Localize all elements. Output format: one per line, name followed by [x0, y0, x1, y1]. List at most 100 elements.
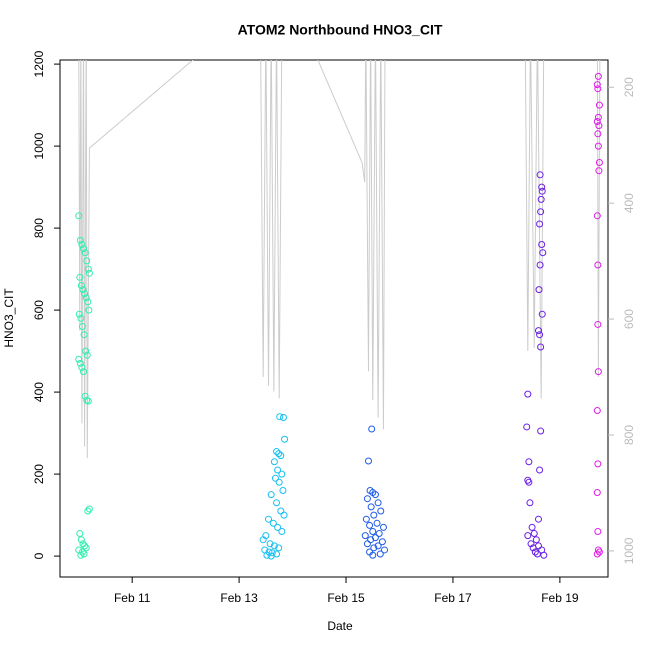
y-tick-label: 600: [32, 300, 46, 320]
data-point: [538, 310, 546, 318]
data-point: [84, 507, 92, 515]
data-point: [532, 536, 540, 544]
data-point: [593, 407, 601, 415]
data-point: [270, 458, 278, 466]
data-point: [369, 551, 377, 559]
data-point: [531, 548, 539, 556]
x-tick-label: Feb 11: [114, 591, 151, 605]
data-point: [278, 527, 286, 535]
data-point: [259, 536, 267, 544]
data-point: [594, 368, 602, 376]
data-point: [595, 158, 603, 166]
data-point: [275, 544, 283, 552]
data-point: [279, 414, 287, 422]
y2-tick-label: 800: [622, 425, 636, 445]
data-point: [539, 249, 547, 257]
data-point: [377, 507, 385, 515]
data-point: [537, 427, 545, 435]
data-point: [82, 347, 90, 355]
y-tick-label: 1000: [32, 132, 46, 159]
data-point: [78, 322, 86, 330]
data-point: [82, 294, 90, 302]
data-point: [76, 530, 84, 538]
y-tick-label: 800: [32, 218, 46, 238]
pressure-line: [78, 60, 601, 459]
data-point: [525, 478, 533, 486]
data-point: [75, 212, 83, 220]
data-point: [77, 551, 85, 559]
data-point: [273, 448, 281, 456]
data-point: [82, 544, 90, 552]
data-point: [78, 240, 86, 248]
data-point: [77, 281, 85, 289]
data-point: [379, 523, 387, 531]
data-point: [281, 435, 289, 443]
data-point: [81, 290, 89, 298]
data-point: [78, 548, 86, 556]
data-point: [77, 314, 85, 322]
data-point: [538, 187, 546, 195]
plot-area: [75, 60, 603, 560]
data-point: [84, 397, 92, 405]
data-point: [524, 532, 532, 540]
data-point: [362, 515, 370, 523]
x-tick-label: Feb 19: [541, 591, 579, 605]
data-point: [536, 171, 544, 179]
data-point: [278, 470, 286, 478]
data-point: [594, 320, 602, 328]
data-point: [595, 167, 603, 175]
data-point: [80, 368, 88, 376]
y-tick-label: 400: [32, 382, 46, 402]
y2-tick-label: 1000: [622, 537, 636, 564]
data-point: [267, 552, 275, 560]
data-point: [363, 495, 371, 503]
data-point: [374, 499, 382, 507]
data-point: [76, 359, 84, 367]
data-point: [528, 523, 536, 531]
data-point: [594, 130, 602, 138]
data-point: [80, 331, 88, 339]
data-point: [263, 551, 271, 559]
data-point: [269, 519, 277, 527]
data-point: [83, 257, 91, 265]
data-point: [523, 423, 531, 431]
data-point: [374, 542, 382, 550]
data-point: [76, 273, 84, 281]
data-point: [595, 548, 603, 556]
data-point: [375, 530, 383, 538]
data-point: [78, 363, 86, 371]
data-point: [80, 550, 88, 558]
data-point: [84, 298, 92, 306]
data-point: [538, 240, 546, 248]
data-point: [273, 499, 281, 507]
data-point: [526, 499, 534, 507]
data-point: [537, 195, 545, 203]
data-point: [595, 122, 603, 130]
data-point: [594, 261, 602, 269]
data-point: [535, 286, 543, 294]
data-point: [85, 306, 93, 314]
data-point: [593, 550, 601, 558]
data-point: [75, 355, 83, 363]
data-point: [85, 269, 93, 277]
data-point: [77, 536, 85, 544]
data-point: [536, 331, 544, 339]
data-point: [267, 491, 275, 499]
data-point: [80, 245, 88, 253]
x-tick-label: Feb 15: [327, 591, 365, 605]
y-tick-label: 0: [32, 552, 46, 559]
data-point: [593, 489, 601, 497]
data-point: [371, 491, 379, 499]
data-point: [381, 546, 389, 554]
data-point: [595, 101, 603, 109]
data-point: [594, 142, 602, 150]
x-tick-label: Feb 13: [220, 591, 258, 605]
data-point: [366, 521, 374, 529]
data-point: [277, 452, 285, 460]
data-point: [534, 327, 542, 335]
data-point: [270, 542, 278, 550]
data-point: [529, 544, 537, 552]
data-point: [537, 343, 545, 351]
y2-tick-label: 200: [622, 77, 636, 97]
